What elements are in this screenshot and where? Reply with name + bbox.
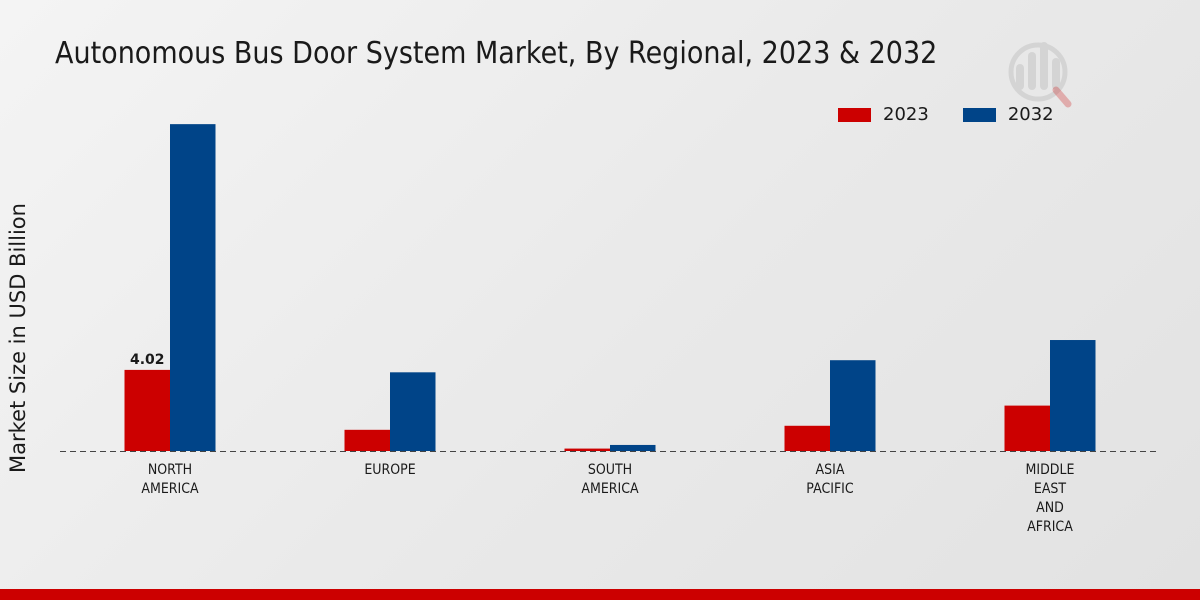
bar-2032-4	[1050, 340, 1096, 451]
x-tick-label-2: SOUTH AMERICA	[581, 462, 638, 497]
bar-2032-2	[610, 444, 656, 451]
bar-2032-1	[390, 372, 436, 451]
bar-2023-3	[784, 425, 830, 451]
legend-item-2032[interactable]: 2032	[962, 104, 1054, 125]
chart-title: Autonomous Bus Door System Market, By Re…	[55, 36, 938, 71]
bar-2023-4	[1004, 405, 1050, 451]
bar-2032-0	[170, 124, 216, 451]
bar-2023-2	[564, 448, 610, 451]
legend-swatch-2032	[962, 107, 996, 122]
x-tick-label-1: EUROPE	[364, 462, 415, 478]
legend-label-2023: 2023	[883, 104, 929, 125]
x-tick-label-3: ASIA PACIFIC	[806, 462, 853, 497]
x-tick-label-0: NORTH AMERICA	[141, 462, 198, 497]
bar-2023-1	[344, 429, 390, 451]
legend: 2023 2032	[838, 104, 1088, 125]
bar-2032-3	[830, 360, 876, 451]
legend-swatch-2023	[838, 107, 871, 122]
x-tick-label-4: MIDDLE EAST AND AFRICA	[1026, 462, 1075, 535]
legend-label-2032: 2032	[1007, 104, 1054, 125]
watermark-logo-icon	[1008, 42, 1072, 108]
data-label-0: 4.02	[130, 352, 165, 368]
bar-2023-0	[124, 369, 170, 451]
footer-accent-bar	[0, 589, 1200, 600]
legend-item-2023[interactable]: 2023	[838, 104, 929, 125]
